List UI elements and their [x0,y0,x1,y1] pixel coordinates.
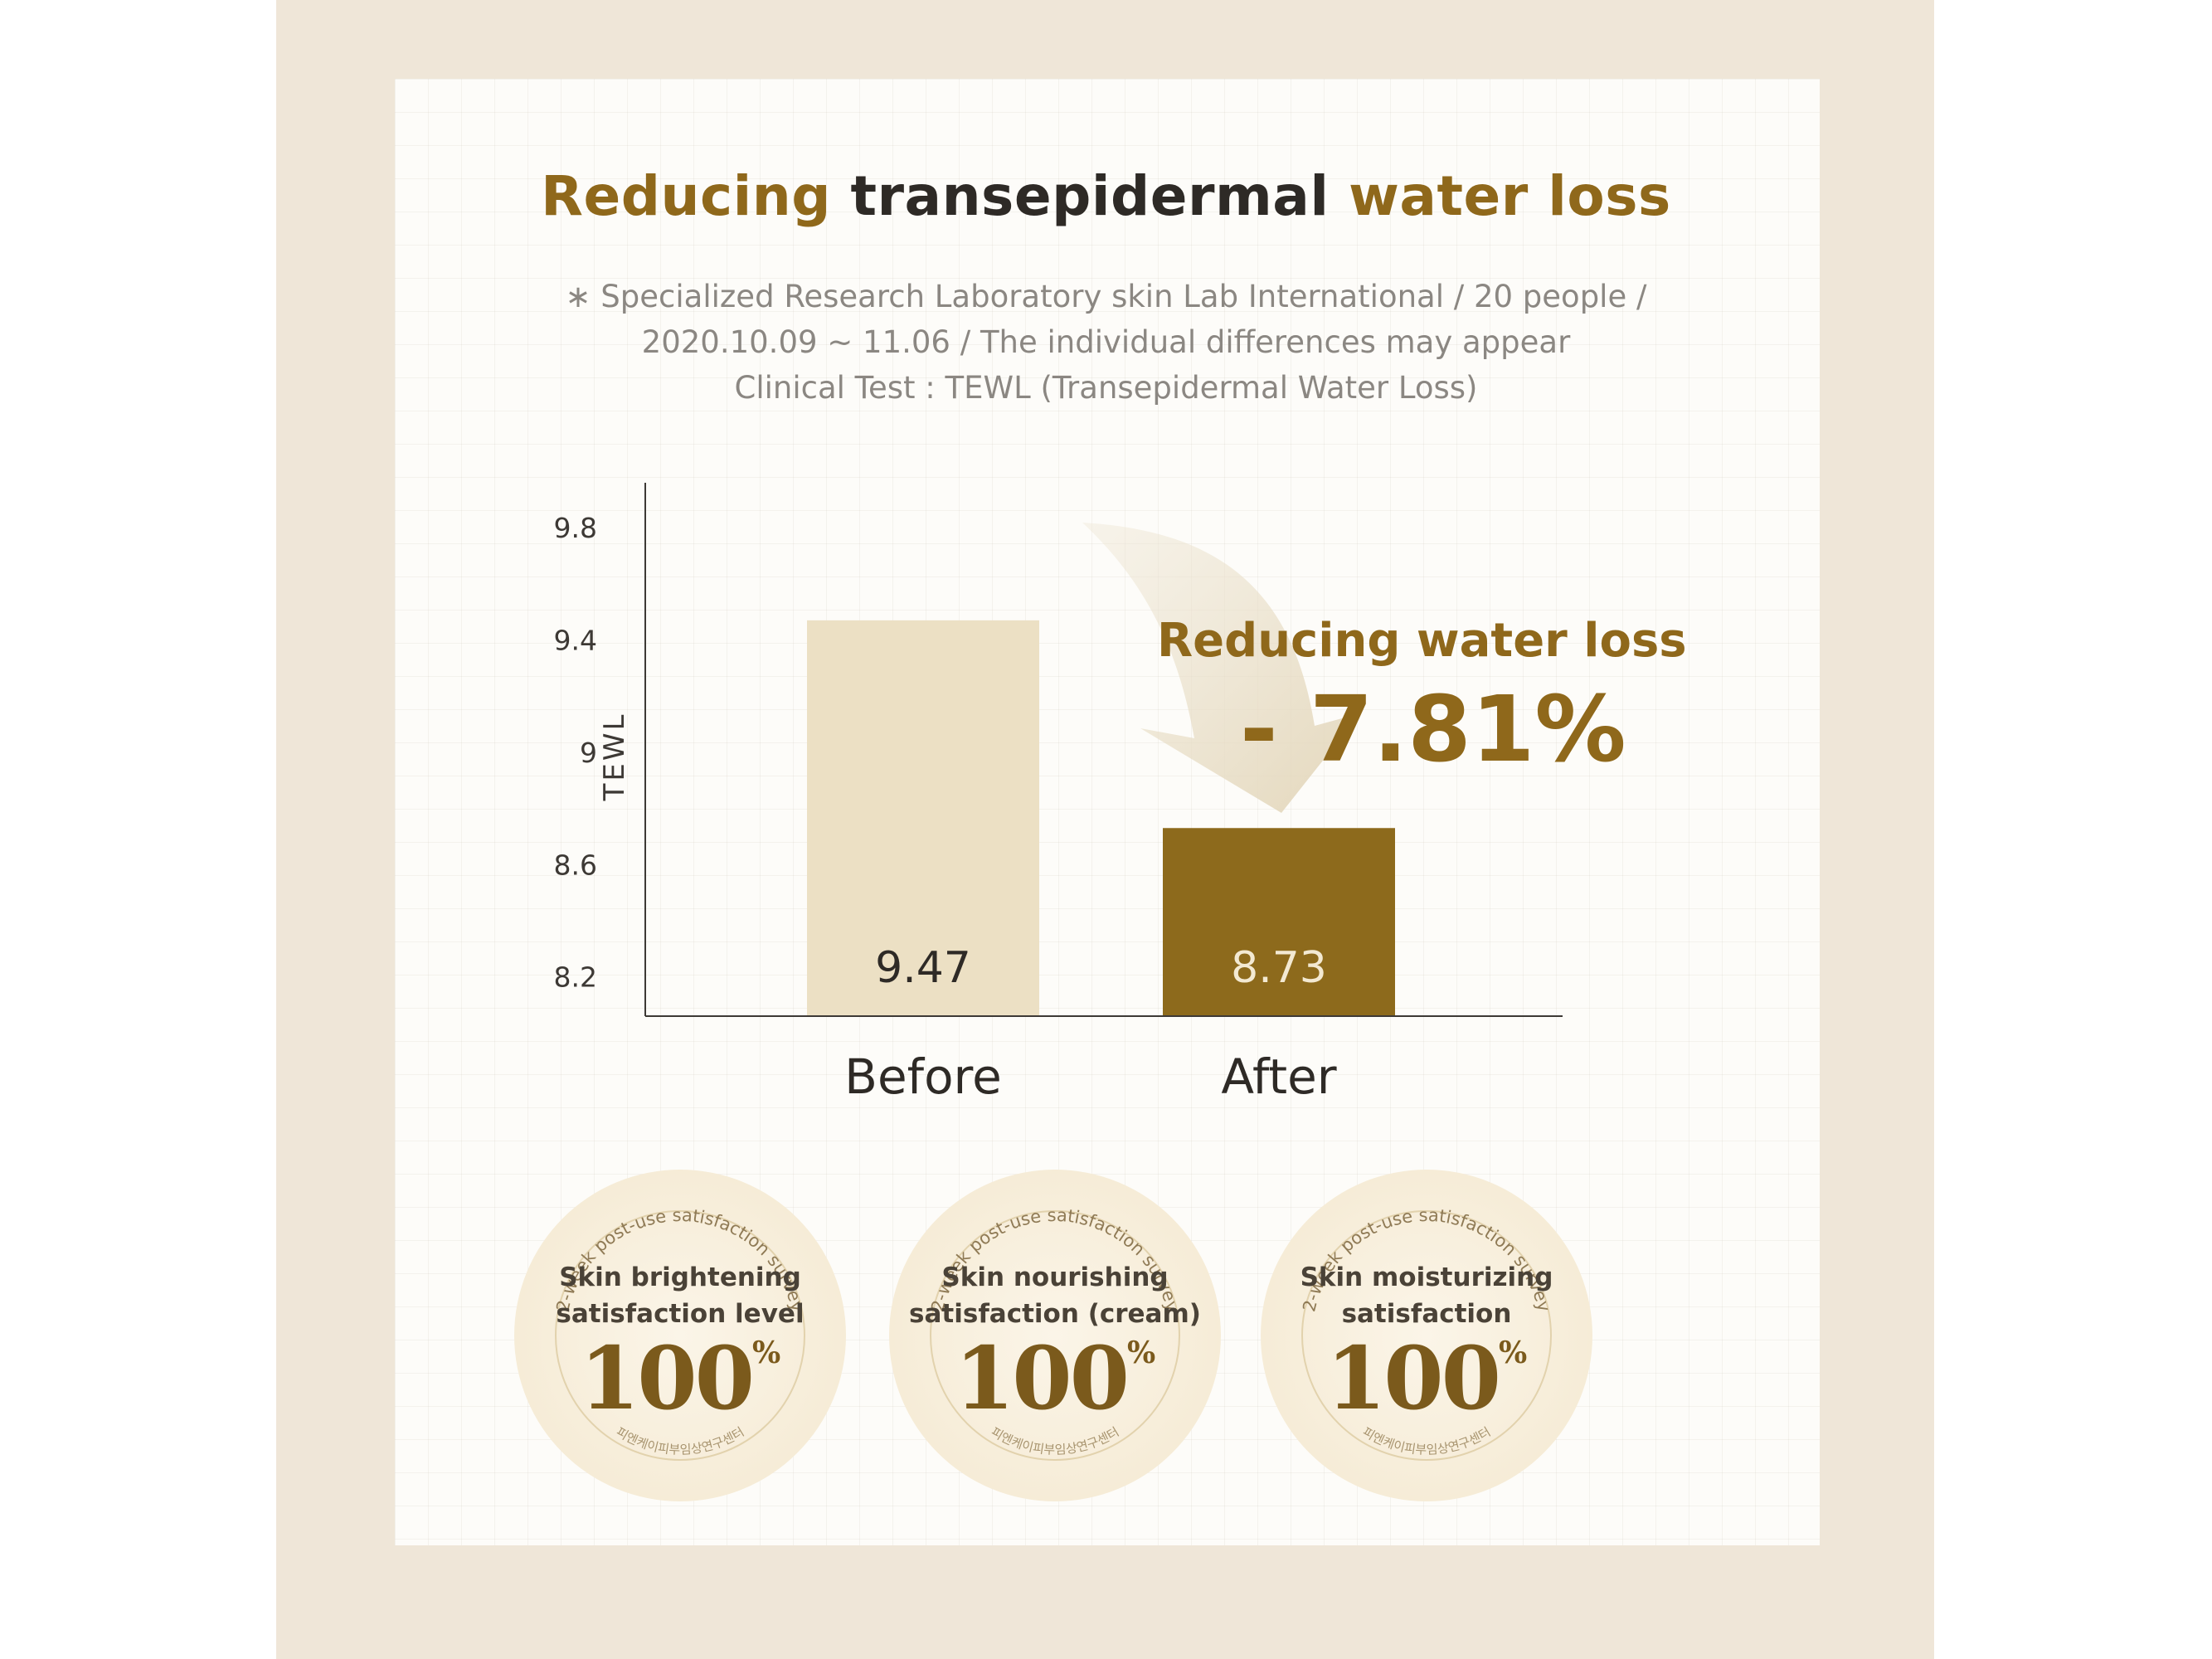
y-tick-label: 8.6 [554,849,597,881]
category-label: After [1221,1048,1336,1105]
bar-chart: 9.8 9.4 9 8.6 8.2 9.47 8.73 Before After TEWL [554,483,1563,1105]
satisfaction-badge: 2-week post-use satisfaction survey 피엔케이피… [514,1170,846,1501]
title-part-transepidermal: transepidermal [850,164,1330,228]
study-note-line-3: Clinical Test : TEWL (Transepidermal Wat… [734,370,1478,406]
y-tick-label: 8.2 [554,961,597,994]
page-title: Reducing transepidermal water loss [0,164,2212,228]
title-part-water-loss: water loss [1348,164,1671,228]
badge-unit: % [751,1335,781,1370]
category-label: Before [844,1048,1002,1105]
bar-value-label: 8.73 [1231,943,1327,993]
y-tick-label: 9.8 [554,512,597,544]
badge-ring: 2-week post-use satisfaction survey피엔케이피… [1299,1205,1554,1461]
satisfaction-badge: 2-week post-use satisfaction survey 피엔케이피… [889,1170,1221,1501]
badge-label-line-1: Skin brightening [559,1262,801,1292]
badge-value: 100% [889,1327,1221,1429]
badge-label-line-2: satisfaction level [556,1299,805,1329]
badge-ring: 2-week post-use satisfaction survey피엔케이피… [927,1205,1183,1461]
y-axis-label: TEWL [598,713,631,802]
callout-title: Reducing water loss [1157,614,1687,668]
badge-unit: % [1126,1335,1156,1370]
y-tick-label: 9.4 [554,625,597,657]
badge-label-line-2: satisfaction [1341,1299,1512,1329]
badge-label-line-1: Skin nourishing [941,1262,1169,1292]
badge-unit: % [1498,1335,1528,1370]
study-note-line-1: ∗ Specialized Research Laboratory skin L… [565,279,1647,314]
badge-label-line-1: Skin moisturizing [1300,1262,1553,1292]
callout-value: - 7.81% [1240,676,1626,782]
y-tick-label: 9 [580,737,597,769]
badge-number: 100 [1325,1327,1501,1429]
bar-value-label: 9.47 [875,943,971,993]
badge-label-line-2: satisfaction (cream) [909,1299,1201,1329]
badge-number: 100 [954,1327,1130,1429]
curved-arrow-decoration [1082,523,1360,813]
satisfaction-badge: 2-week post-use satisfaction survey 피엔케이피… [1261,1170,1592,1501]
badge-value: 100% [1261,1327,1592,1429]
badge-bottom-text: 피엔케이피부임상연구센터 [1360,1424,1494,1457]
study-note-line-2: 2020.10.09 ~ 11.06 / The individual diff… [641,324,1571,360]
badge-value: 100% [514,1327,846,1429]
bar-before [807,620,1039,1016]
bar-after [1163,828,1395,1016]
badge-number: 100 [579,1327,755,1429]
badge-bottom-text: 피엔케이피부임상연구센터 [989,1424,1122,1457]
badge-bottom-text: 피엔케이피부임상연구센터 [614,1424,747,1457]
title-part-reducing: Reducing [541,164,831,228]
badge-ring: 2-week post-use satisfaction survey피엔케이피… [552,1205,808,1461]
